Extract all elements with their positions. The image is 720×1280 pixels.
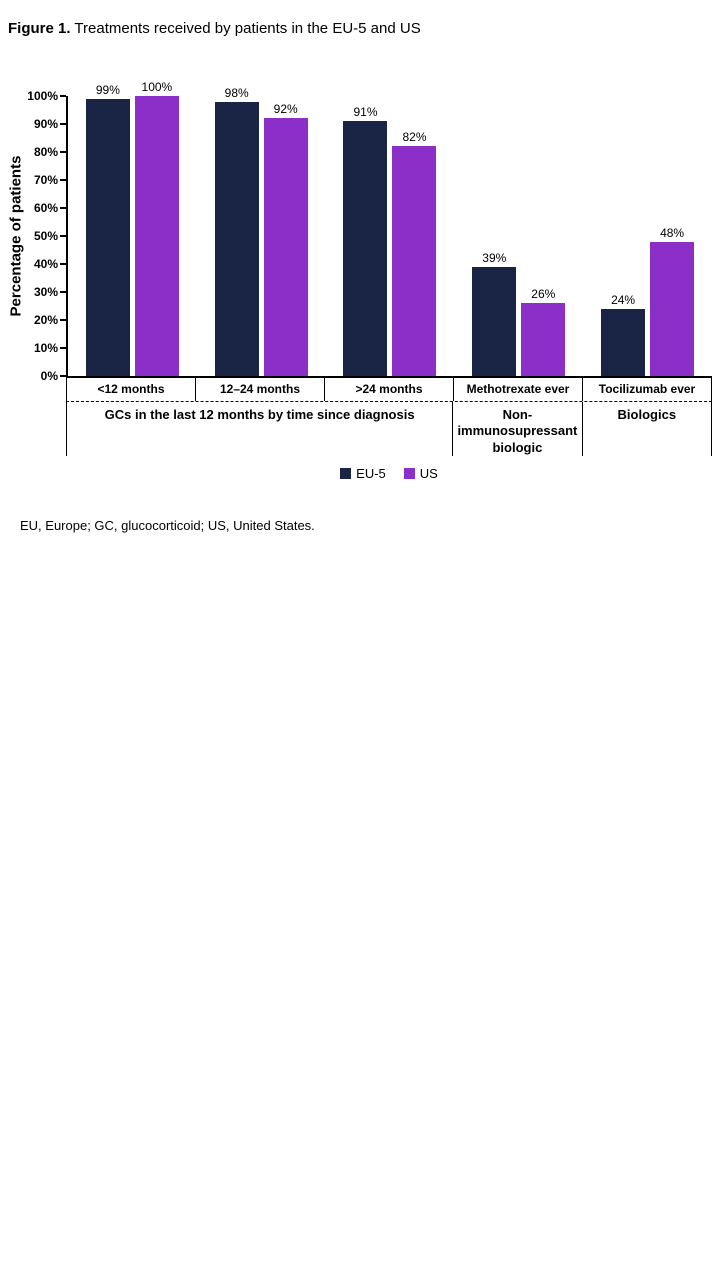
plot-area: 0% 10% 20% 30% 40% 50% 60% 70% 80% 90% 100% 99% 100%… xyxy=(27,80,712,383)
bar-us xyxy=(521,303,566,376)
bar-column: 48% xyxy=(650,225,695,376)
y-tick-mark xyxy=(60,207,66,209)
legend-swatch-eu-5 xyxy=(340,468,352,479)
legend: EU-5 US xyxy=(66,466,712,481)
bar-eu-5 xyxy=(214,101,259,376)
category-label: Methotrexate ever xyxy=(453,378,582,401)
figure-title: Figure 1. Treatments received by patient… xyxy=(8,20,421,37)
y-tick-label: 60% xyxy=(33,201,58,215)
y-tick-label: 20% xyxy=(33,313,58,327)
bar-value-label: 91% xyxy=(353,105,378,120)
bar-column: 39% xyxy=(472,250,517,376)
bar-column: 24% xyxy=(601,292,646,376)
y-tick-label: 80% xyxy=(33,145,58,159)
y-tick-mark xyxy=(60,95,66,97)
y-tick-label: 100% xyxy=(27,89,58,103)
bar-value-label: 99% xyxy=(95,82,120,97)
bar-value-label: 100% xyxy=(141,80,173,94)
category-label: >24 months xyxy=(324,378,453,401)
y-tick-mark xyxy=(60,263,66,265)
y-tick-mark xyxy=(60,375,66,377)
category-label-row: <12 months 12–24 months >24 months Methotre… xyxy=(66,376,712,402)
y-tick-mark xyxy=(60,319,66,321)
bar-value-label: 82% xyxy=(402,130,427,145)
legend-label: US xyxy=(419,466,438,481)
y-tick-mark xyxy=(60,291,66,293)
bar-eu-5 xyxy=(343,121,388,376)
group-label: Non- immunosupressant biologic xyxy=(453,402,583,456)
group-label: GCs in the last 12 months by time since … xyxy=(66,402,454,456)
y-tick-mark xyxy=(60,235,66,237)
footnote: EU, Europe; GC, glucocorticoid; US, Unit… xyxy=(20,518,315,533)
group-label-row: GCs in the last 12 months by time since … xyxy=(66,402,713,456)
bar-column: 99% xyxy=(85,82,130,376)
legend-item: US xyxy=(403,466,438,481)
bar-column: 82% xyxy=(392,130,437,376)
y-tick-label: 40% xyxy=(33,257,58,271)
bar-column: 26% xyxy=(521,287,566,376)
bar-value-label: 98% xyxy=(224,85,249,100)
bar-group: 39% 26% xyxy=(454,251,583,376)
bar-us xyxy=(134,96,179,376)
category-label: <12 months xyxy=(66,378,195,401)
bar-value-label: 48% xyxy=(660,225,685,240)
legend-label: EU-5 xyxy=(356,466,386,481)
bar-column: 100% xyxy=(134,80,179,376)
bar-us xyxy=(263,118,308,376)
bar-value-label: 92% xyxy=(273,102,298,117)
bar-value-label: 24% xyxy=(611,292,636,307)
legend-swatch-us xyxy=(403,468,415,479)
legend-item: EU-5 xyxy=(340,466,386,481)
y-tick-label: 90% xyxy=(33,117,58,131)
bar-group: 99% 100% xyxy=(68,80,197,376)
y-tick-label: 30% xyxy=(33,285,58,299)
bar-column: 91% xyxy=(343,105,388,376)
y-tick-mark xyxy=(60,179,66,181)
bar-group: 98% 92% xyxy=(197,86,326,376)
group-label: Biologics xyxy=(583,402,713,456)
bar-us xyxy=(650,241,695,376)
bar-group: 91% 82% xyxy=(326,105,455,376)
y-tick-label: 0% xyxy=(40,369,58,383)
y-tick-mark xyxy=(60,151,66,153)
bar-eu-5 xyxy=(601,308,646,376)
bar-chart: 0% 10% 20% 30% 40% 50% 60% 70% 80% 90% 100% 99% 100%… xyxy=(27,80,713,481)
bar-column: 92% xyxy=(263,102,308,376)
bar-eu-5 xyxy=(85,98,130,376)
bar-eu-5 xyxy=(472,266,517,376)
y-tick-mark xyxy=(60,123,66,125)
category-label: Tocilizumab ever xyxy=(582,378,712,401)
bar-value-label: 26% xyxy=(531,287,556,302)
y-tick-label: 10% xyxy=(33,341,58,355)
y-tick-label: 50% xyxy=(33,229,58,243)
bar-us xyxy=(392,146,437,376)
y-tick-mark xyxy=(60,347,66,349)
bar-column: 98% xyxy=(214,85,259,376)
y-axis-title: Percentage of patients xyxy=(7,155,25,317)
category-label: 12–24 months xyxy=(195,378,324,401)
bar-group: 24% 48% xyxy=(583,226,712,376)
figure-title-prefix: Figure 1. xyxy=(8,20,71,37)
bar-value-label: 39% xyxy=(482,250,507,265)
figure-title-text: Treatments received by patients in the E… xyxy=(70,20,421,37)
y-tick-label: 70% xyxy=(33,173,58,187)
